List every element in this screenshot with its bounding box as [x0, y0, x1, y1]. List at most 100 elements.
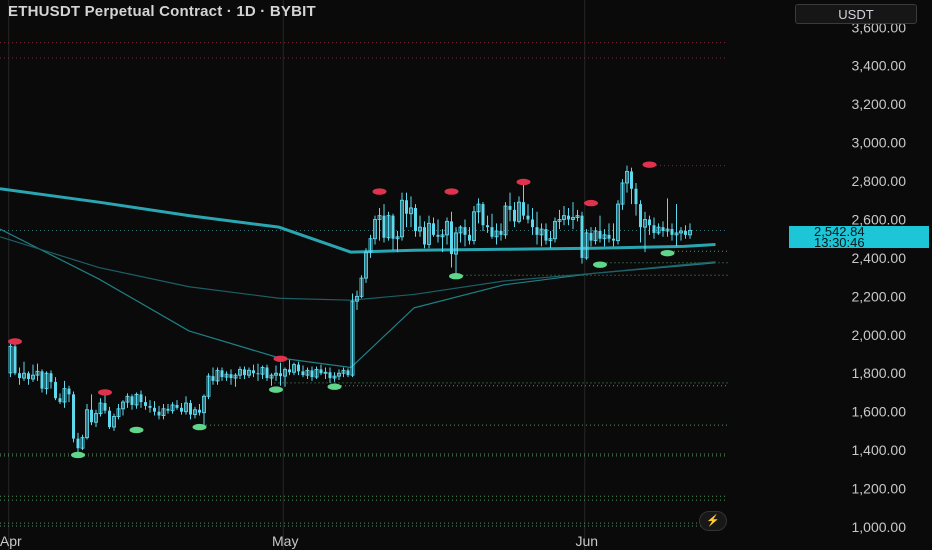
candle-body [279, 373, 282, 377]
candle-body [215, 369, 220, 382]
price-tick-label: 3,200.00 [852, 96, 907, 112]
price-tick-label: 2,200.00 [852, 288, 907, 304]
time-tick-label: Jun [575, 533, 598, 549]
candle-body [454, 232, 458, 255]
candle-body [359, 277, 364, 297]
candle-body [580, 215, 584, 258]
candle-body [116, 408, 121, 417]
symbol-title[interactable]: ETHUSDT Perpetual Contract · 1D · BYBIT [8, 3, 316, 20]
candle-body [148, 405, 152, 408]
candle-body [224, 373, 229, 378]
candle-body [661, 227, 665, 232]
candle-body [76, 438, 80, 449]
candle-body [323, 371, 328, 374]
swing-high-marker [8, 338, 22, 345]
candle-body [535, 227, 539, 235]
candle-body [90, 409, 93, 423]
month-separators [8, 0, 586, 550]
candle-body [170, 404, 175, 412]
last-price-value: 2,542.84 [814, 224, 865, 239]
candle-body [58, 398, 62, 403]
candle-body [557, 219, 562, 222]
candle-body [531, 219, 534, 228]
candle-body [67, 388, 71, 395]
candle-body [274, 372, 278, 376]
candle-body [445, 220, 449, 236]
candle-body [377, 215, 382, 220]
candle-body [314, 368, 319, 378]
candle-body [265, 367, 269, 379]
candle-body [440, 234, 445, 238]
swing-high-marker [372, 188, 387, 195]
candle-body [31, 374, 35, 380]
price-tick-label: 2,000.00 [852, 327, 907, 343]
price-tick-label: 3,400.00 [852, 58, 907, 74]
currency-button[interactable]: USDT [795, 4, 917, 24]
candle-body [252, 370, 255, 374]
candle-body [44, 372, 49, 390]
candle-body [220, 370, 224, 378]
candle-body [319, 369, 323, 374]
candle-body [373, 219, 377, 240]
candle-body [486, 225, 489, 228]
candle-body [269, 374, 274, 379]
last-price-tag: 2,542.84 13:30:46 [789, 224, 929, 249]
lightning-icon[interactable]: ⚡ [699, 511, 727, 531]
candle-body [198, 409, 201, 413]
candle-body [112, 416, 116, 428]
swing-low-marker [327, 383, 342, 390]
candle-body [134, 393, 139, 406]
candle-body [656, 226, 661, 234]
candle-body [584, 232, 589, 259]
swing-high-marker [584, 199, 598, 207]
swing-low-marker [269, 386, 283, 393]
swing-high-marker [642, 161, 657, 168]
candle-body [108, 410, 111, 428]
swing-low-marker [192, 423, 207, 431]
candle-body [121, 401, 125, 410]
candle-body [674, 232, 679, 236]
candle-body [144, 402, 147, 406]
candle-body [54, 381, 57, 399]
candle-body [157, 411, 161, 416]
candle-body [602, 234, 607, 240]
candle-body [400, 199, 404, 238]
candle-body [256, 373, 260, 375]
candle-body [539, 228, 544, 236]
candle-body [153, 407, 156, 412]
candle-body [634, 188, 638, 205]
time-axis[interactable]: Apr May Jun [0, 533, 598, 549]
candle-body [494, 230, 499, 238]
candle-body [332, 375, 337, 379]
candle-body [517, 201, 521, 222]
candle-body [247, 369, 251, 376]
candle-body [522, 202, 525, 216]
price-tick-label: 2,800.00 [852, 173, 907, 189]
candle-body [395, 236, 400, 240]
candle-body [166, 408, 170, 411]
swing-low-marker [129, 426, 144, 434]
candle-body [139, 394, 143, 403]
time-tick-label: May [272, 533, 298, 549]
candle-body [688, 230, 692, 236]
candle-body [436, 234, 440, 237]
price-tick-label: 1,800.00 [852, 365, 907, 381]
candle-body [85, 409, 89, 439]
candle-body [98, 402, 103, 415]
candle-body [620, 182, 625, 205]
candle-body [202, 395, 206, 414]
candle-body [40, 371, 44, 389]
candle-body [432, 223, 435, 235]
candle-body [125, 395, 130, 403]
candle-body [189, 403, 192, 415]
horizontal-levels [0, 42, 728, 527]
moving-averages [0, 187, 716, 369]
candle-body [616, 203, 620, 242]
swing-high-marker [444, 188, 459, 195]
candle-body [305, 369, 310, 376]
swing-high-marker [273, 355, 288, 362]
swing-low-marker [71, 451, 85, 459]
candle-body [22, 372, 26, 379]
price-axis[interactable]: 3,600.003,400.003,200.003,000.002,800.00… [852, 19, 907, 535]
